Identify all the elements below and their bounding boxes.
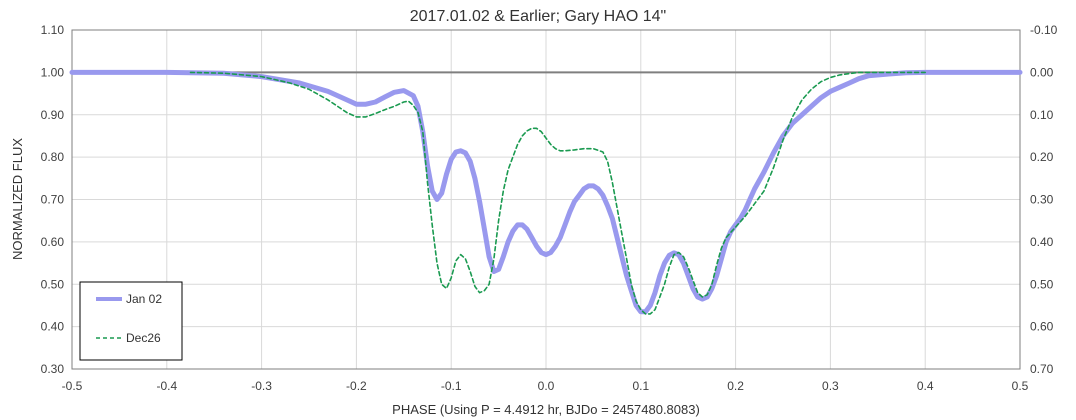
y2-axis-ticks: 0.70 0.60 0.50 0.40 0.30 0.20 0.10 0.00 -0.10: [1030, 23, 1058, 376]
y-tick-label: 0.30: [41, 362, 65, 376]
legend-box: [79, 281, 183, 361]
y2-tick-label: 0.70: [1030, 362, 1054, 376]
y2-tick-label: 0.10: [1030, 108, 1054, 122]
y-tick-label: 1.10: [41, 23, 65, 37]
y-tick-label: 1.00: [41, 65, 65, 79]
series-line-jan02: [69, 69, 1023, 315]
x-tick-label: -0.5: [62, 379, 83, 393]
x-tick-label: -0.1: [441, 379, 462, 393]
y2-tick-label: 0.40: [1030, 235, 1054, 249]
x-tick-label: -0.2: [346, 379, 367, 393]
y2-tick-label: 0.20: [1030, 150, 1054, 164]
y2-tick-label: 0.50: [1030, 277, 1054, 291]
y2-tick-label: 0.00: [1030, 65, 1054, 79]
legend-label-dec26: Dec26: [126, 331, 161, 345]
y-tick-label: 0.60: [41, 235, 65, 249]
x-tick-label: 0.5: [1012, 379, 1029, 393]
y-tick-label: 0.80: [41, 150, 65, 164]
x-tick-label: 0.0: [538, 379, 555, 393]
x-axis-ticks: -0.5 -0.4 -0.3 -0.2 -0.1 0.0 0.1 0.2 0.3 0.4 0.5: [62, 379, 1029, 393]
y-tick-label: 0.70: [41, 193, 65, 207]
x-tick-label: -0.3: [251, 379, 272, 393]
x-tick-label: 0.2: [727, 379, 744, 393]
x-tick-label: 0.4: [917, 379, 934, 393]
y-tick-label: 0.40: [41, 320, 65, 334]
y-axis-label: NORMALIZED FLUX: [10, 138, 25, 260]
x-axis-label: PHASE (Using P = 4.4912 hr, BJDo = 24574…: [392, 402, 700, 417]
x-tick-label: 0.3: [822, 379, 839, 393]
y-tick-label: 0.90: [41, 108, 65, 122]
legend-label-jan02: Jan 02: [126, 292, 162, 306]
y2-tick-label: 0.30: [1030, 193, 1054, 207]
series-line-dec26: [189, 71, 927, 315]
x-tick-label: -0.4: [156, 379, 177, 393]
y2-tick-label: 0.60: [1030, 320, 1054, 334]
series-layer: [69, 69, 1023, 315]
chart-title: 2017.01.02 & Earlier; Gary HAO 14": [410, 8, 666, 25]
x-tick-label: 0.1: [632, 379, 649, 393]
y2-tick-label: -0.10: [1030, 23, 1058, 37]
legend: Jan 02 Dec26: [79, 281, 183, 361]
y-tick-label: 0.50: [41, 277, 65, 291]
y-axis-ticks: 0.30 0.40 0.50 0.60 0.70 0.80 0.90 1.00 1.10: [41, 23, 65, 376]
plot-area-border: [71, 29, 1021, 370]
